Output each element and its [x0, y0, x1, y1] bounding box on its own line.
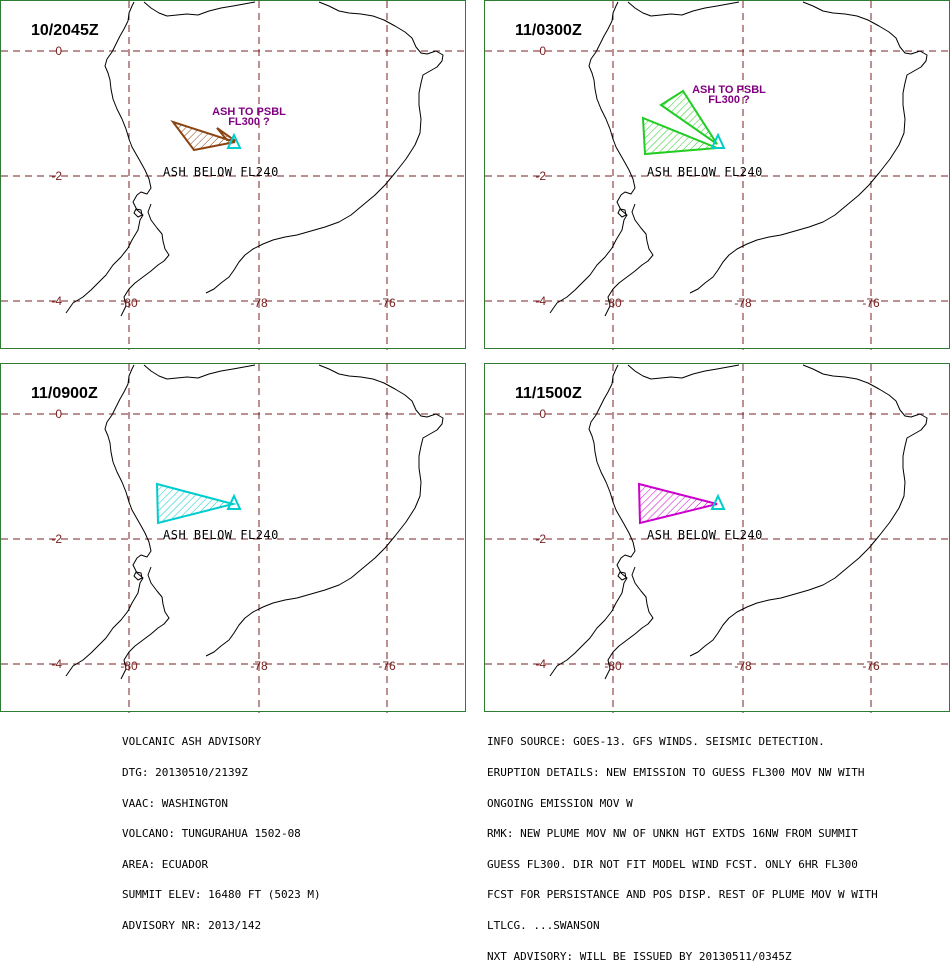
forecast-panel-2: 0 -2 -4 -80 -78 -76 11/0300Z ASH TO PSBL FL300 ?…: [484, 0, 950, 350]
remarks-line: ONGOING EMISSION MOV W: [487, 796, 633, 810]
remarks-line: FCST FOR PERSISTANCE AND POS DISP. REST …: [487, 888, 878, 902]
longitude-label: -76: [862, 659, 880, 673]
valid-time-label: 11/0900Z: [31, 385, 98, 402]
ash-level-label: ASH BELOW FL240: [163, 165, 279, 179]
advisory-line: AREA: ECUADOR: [122, 857, 209, 871]
volcano-marker: [710, 132, 726, 149]
volcano-marker: [226, 493, 242, 510]
ash-level-label: ASH BELOW FL240: [647, 528, 763, 542]
longitude-label: -78: [250, 296, 268, 310]
latitude-label: 0: [55, 407, 62, 421]
forecast-panel-1: 0 -2 -4 -80 -78 -76 10/2045Z ASH TO PSBL FL300 ?…: [0, 0, 467, 350]
ash-level-label: ASH BELOW FL240: [163, 528, 279, 542]
latitude-label: -4: [535, 294, 546, 308]
advisory-header-block: VOLCANIC ASH ADVISORY DTG: 20130510/2139…: [122, 717, 321, 941]
valid-time-label: 11/1500Z: [515, 385, 582, 402]
possible-ash-label: ASH TO PSBL: [212, 106, 286, 118]
remarks-line: LTLCG. ...SWANSON: [487, 918, 600, 932]
forecast-map: 0 -2 -4 -80 -78 -76 11/1500Z ASH BELOW FL240: [485, 364, 950, 713]
coastline: [617, 208, 627, 218]
longitude-label: -76: [378, 659, 396, 673]
coastline: [604, 203, 654, 317]
valid-time-label: 11/0300Z: [515, 22, 582, 39]
latitude-label: 0: [539, 44, 546, 58]
ash-plume-polygon: [637, 482, 718, 525]
valid-time-label: 10/2045Z: [31, 22, 99, 39]
latitude-label: -2: [51, 532, 62, 546]
advisory-line: DTG: 20130510/2139Z: [122, 766, 248, 779]
coastline: [65, 1, 152, 314]
advisory-line: VOLCANIC ASH ADVISORY: [122, 735, 262, 749]
coastline: [627, 364, 928, 657]
latitude-label: 0: [55, 44, 62, 58]
longitude-label: -78: [734, 296, 752, 310]
forecast-panel-3: 0 -2 -4 -80 -78 -76 11/0900Z ASH BELOW FL240: [0, 363, 467, 713]
coastline: [143, 1, 444, 294]
remarks-line: NXT ADVISORY: WILL BE ISSUED BY 20130511…: [487, 949, 792, 963]
advisory-line: SUMMIT ELEV: 16480 FT (5023 M): [122, 888, 321, 902]
remarks-line: INFO SOURCE: GOES-13. GFS WINDS. SEISMIC…: [487, 735, 825, 749]
advisory-line: ADVISORY NR: 2013/142: [122, 918, 262, 932]
latitude-label: -2: [51, 169, 62, 183]
coastline: [133, 571, 143, 581]
longitude-label: -80: [604, 296, 622, 310]
possible-ash-label: FL300 ?: [708, 94, 750, 106]
remarks-line: RMK: NEW PLUME MOV NW OF UNKN HGT EXTDS …: [487, 827, 858, 841]
coastline: [604, 566, 654, 680]
longitude-label: -80: [604, 659, 622, 673]
volcano-marker: [226, 132, 242, 149]
coastline: [549, 364, 636, 677]
advisory-line: VAAC: WASHINGTON: [122, 796, 228, 810]
longitude-label: -80: [120, 296, 138, 310]
remarks-line: GUESS FL300. DIR NOT FIT MODEL WIND FCST…: [487, 857, 858, 871]
ash-plume-polygon: [641, 116, 718, 156]
remarks-line: ERUPTION DETAILS: NEW EMISSION TO GUESS …: [487, 766, 865, 779]
coastline: [617, 571, 627, 581]
forecast-map: 0 -2 -4 -80 -78 -76 11/0900Z ASH BELOW FL240: [1, 364, 467, 713]
latitude-label: 0: [539, 407, 546, 421]
ash-plume-polygon: [170, 120, 236, 152]
coastline: [65, 364, 152, 677]
coastline: [627, 1, 928, 294]
coastline: [143, 364, 444, 657]
possible-ash-label: FL300 ?: [228, 116, 270, 128]
advisory-remarks-block: INFO SOURCE: GOES-13. GFS WINDS. SEISMIC…: [487, 717, 878, 972]
advisory-line: VOLCANO: TUNGURAHUA 1502-08: [122, 827, 301, 841]
latitude-label: -4: [535, 657, 546, 671]
coastline: [133, 208, 143, 218]
longitude-label: -80: [120, 659, 138, 673]
latitude-label: -2: [535, 169, 546, 183]
latitude-label: -4: [51, 657, 62, 671]
latitude-label: -2: [535, 532, 546, 546]
volcano-marker: [710, 493, 726, 510]
latitude-label: -4: [51, 294, 62, 308]
coastline: [120, 566, 170, 680]
ash-plume-polygon: [659, 89, 718, 145]
ash-plume-polygon: [155, 482, 237, 525]
longitude-label: -76: [378, 296, 396, 310]
possible-ash-label: ASH TO PSBL: [692, 84, 766, 96]
ash-level-label: ASH BELOW FL240: [647, 165, 763, 179]
longitude-label: -78: [250, 659, 268, 673]
coastline: [120, 203, 170, 317]
forecast-panel-4: 0 -2 -4 -80 -78 -76 11/1500Z ASH BELOW FL240: [484, 363, 950, 713]
longitude-label: -78: [734, 659, 752, 673]
longitude-label: -76: [862, 296, 880, 310]
ash-plume-polygon: [216, 127, 238, 141]
coastline: [549, 1, 636, 314]
